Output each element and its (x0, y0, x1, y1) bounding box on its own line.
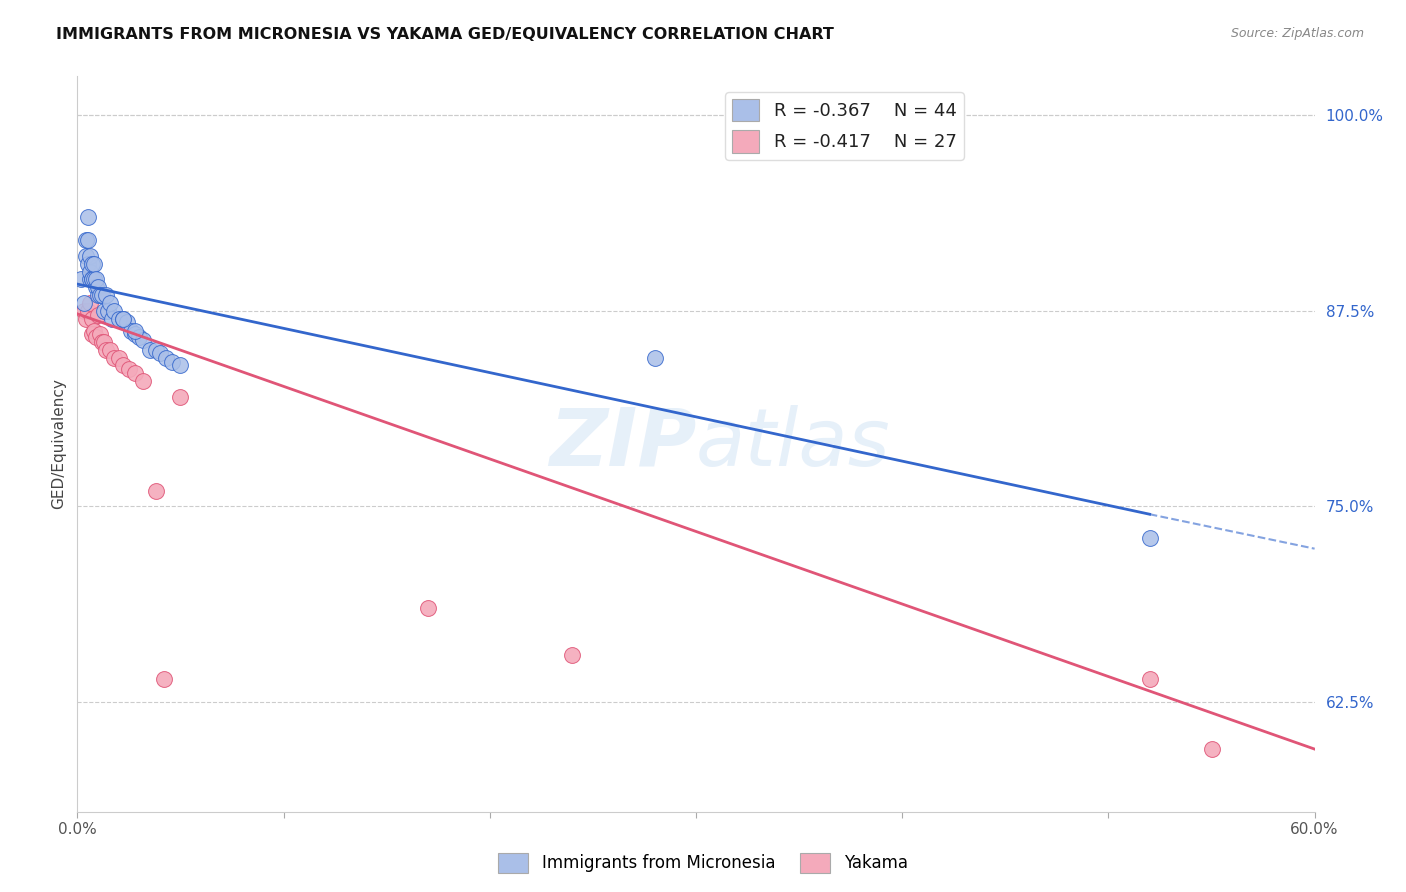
Point (124, 327, 146, 342)
Point (101, 311, 124, 326)
Point (97, 303, 120, 318)
Text: IMMIGRANTS FROM MICRONESIA VS YAKAMA GED/EQUIVALENCY CORRELATION CHART: IMMIGRANTS FROM MICRONESIA VS YAKAMA GED… (56, 27, 834, 42)
Point (1201, 742, 1223, 756)
Point (1139, 672, 1161, 686)
Point (138, 343, 160, 357)
Text: atlas: atlas (696, 405, 891, 483)
Point (93, 334, 115, 349)
Point (416, 601, 439, 615)
Point (87, 280, 110, 294)
Point (145, 343, 167, 357)
Point (80, 327, 103, 342)
Legend: Immigrants from Micronesia, Yakama: Immigrants from Micronesia, Yakama (492, 847, 914, 880)
Point (83, 272, 105, 286)
Point (76, 303, 98, 318)
Point (120, 324, 142, 338)
Point (91, 334, 114, 349)
Point (111, 311, 134, 326)
Point (80, 311, 103, 326)
Point (75, 311, 97, 326)
Point (79, 272, 101, 286)
Point (111, 311, 134, 326)
Point (75, 249, 97, 263)
Point (89, 327, 111, 342)
Point (96, 288, 118, 302)
Point (76, 233, 98, 247)
Point (111, 359, 134, 373)
Point (91, 288, 114, 302)
Point (118, 361, 141, 376)
Point (98, 296, 121, 310)
Point (75, 233, 97, 247)
Text: ZIP: ZIP (548, 405, 696, 483)
Point (561, 648, 583, 662)
Point (132, 374, 155, 388)
Point (169, 390, 191, 404)
Point (160, 355, 183, 369)
Point (98, 343, 121, 357)
Point (83, 324, 105, 338)
Point (1139, 531, 1161, 545)
Point (80, 272, 103, 286)
Point (107, 311, 129, 326)
Point (70, 272, 93, 286)
Point (79, 264, 101, 278)
Point (103, 303, 125, 318)
Point (132, 334, 155, 348)
Point (84, 280, 107, 294)
Text: Source: ZipAtlas.com: Source: ZipAtlas.com (1230, 27, 1364, 40)
Point (79, 249, 101, 263)
Legend: R = -0.367    N = 44, R = -0.417    N = 27: R = -0.367 N = 44, R = -0.417 N = 27 (725, 92, 965, 160)
Point (128, 330, 150, 344)
Y-axis label: GED/Equivalency: GED/Equivalency (51, 378, 66, 509)
Point (145, 483, 167, 498)
Point (84, 272, 107, 286)
Point (96, 343, 118, 357)
Point (83, 257, 105, 271)
Point (79, 296, 101, 310)
Point (84, 330, 107, 344)
Point (87, 288, 110, 302)
Point (155, 351, 177, 365)
Point (80, 257, 103, 271)
Point (76, 257, 98, 271)
Point (644, 351, 666, 365)
Point (72, 296, 94, 310)
Point (107, 351, 129, 365)
Point (103, 351, 125, 365)
Point (149, 346, 172, 360)
Point (80, 272, 103, 286)
Point (72, 303, 94, 318)
Point (87, 309, 110, 323)
Point (115, 315, 138, 329)
Point (93, 303, 115, 318)
Point (153, 672, 176, 686)
Point (124, 324, 146, 338)
Point (89, 288, 111, 302)
Point (76, 210, 98, 224)
Point (169, 359, 191, 373)
Point (124, 367, 146, 381)
